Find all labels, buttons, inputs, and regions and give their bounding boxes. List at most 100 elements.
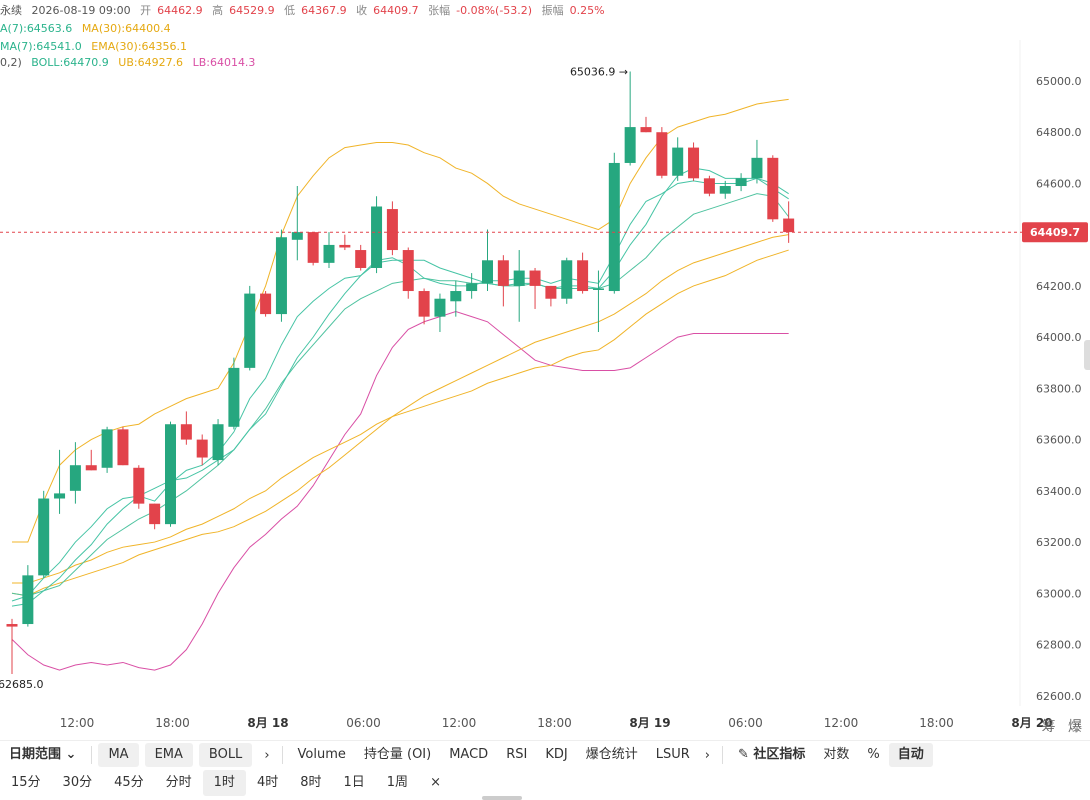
rsi-button[interactable]: RSI (506, 747, 528, 762)
y-tick-label: 64800.0 (1036, 126, 1082, 139)
amplitude-label: 振幅 (541, 4, 564, 17)
candle-body (418, 291, 430, 317)
min-price-label: 62685.0 (0, 678, 44, 691)
ema7-line (11, 177, 789, 602)
ma7-line (11, 167, 789, 607)
candle-body (592, 288, 604, 290)
x-tick-label: 8月 20 (1011, 716, 1052, 730)
candlestick-chart[interactable]: 65000.064800.064600.064400.064200.064000… (0, 0, 1090, 740)
kdj-button[interactable]: KDJ (545, 747, 568, 762)
candle-body (450, 291, 462, 302)
expand-panel-handle[interactable] (1084, 340, 1090, 370)
ma30-line (11, 234, 789, 597)
candle-body (6, 624, 18, 627)
y-tick-label: 63600.0 (1036, 434, 1082, 447)
macd-button[interactable]: MACD (449, 747, 489, 762)
chevron-right-icon[interactable]: › (264, 747, 270, 763)
percent-scale-toggle[interactable]: % (867, 747, 880, 762)
ema7-value: MA(7):64541.0 (0, 40, 82, 53)
candle-body (608, 162, 620, 292)
lsur-button[interactable]: LSUR (655, 747, 690, 762)
community-indicators-button[interactable]: ✎ 社区指标 (729, 743, 814, 767)
timeframe-1w[interactable]: 1周 (386, 775, 409, 790)
chart-area[interactable]: 65000.064800.064600.064400.064200.064000… (0, 0, 1090, 740)
candle-body (624, 127, 636, 163)
liquidation-stats-button[interactable]: 爆仓统计 (585, 747, 638, 762)
open-interest-button[interactable]: 持仓量 (OI) (363, 747, 432, 762)
ema30-line (12, 249, 789, 584)
x-tick-label: 8月 19 (629, 716, 670, 730)
candle-body (180, 424, 192, 440)
timeframe-15m[interactable]: 15分 (11, 775, 41, 790)
corner-labels[interactable]: 筹 爆 (1041, 719, 1086, 735)
volume-button[interactable]: Volume (297, 747, 346, 762)
y-tick-label: 63000.0 (1036, 587, 1082, 600)
ema-legend[interactable]: MA(7):64541.0 EMA(30):64356.1 (0, 40, 193, 53)
candle-body (751, 157, 763, 179)
timeframe-line[interactable]: 分时 (165, 775, 192, 790)
candle-body (244, 293, 256, 368)
candle-body (466, 283, 478, 292)
candle-body (656, 132, 668, 176)
y-tick-label: 62800.0 (1036, 639, 1082, 652)
candle-body (117, 429, 129, 466)
candle-body (339, 244, 351, 248)
lb-value: LB:64014.3 (192, 56, 256, 69)
current-price-tag (1022, 222, 1088, 243)
open-value: 64462.9 (157, 4, 203, 17)
chevron-right-icon[interactable]: › (704, 747, 710, 763)
change-value: -0.08%(-53.2) (456, 4, 533, 17)
boll-legend[interactable]: 0,2) BOLL:64470.9 UB:64927.6 LB:64014.3 (0, 56, 261, 69)
candle-body (101, 429, 113, 468)
x-tick-label: 12:00 (60, 716, 95, 730)
date-range-label: 日期范围 (9, 747, 62, 762)
x-tick-label: 06:00 (728, 716, 763, 730)
y-tick-label: 62600.0 (1036, 690, 1082, 703)
resize-handle[interactable] (482, 796, 522, 800)
change-label: 张幅 (428, 4, 451, 17)
ema30-value: EMA(30):64356.1 (91, 40, 188, 53)
candle-body (402, 250, 414, 292)
candle-body (165, 424, 176, 525)
ema-button[interactable]: EMA (144, 743, 193, 767)
candle-body (767, 157, 779, 220)
timeframe-4h[interactable]: 4时 (256, 775, 279, 790)
candle-body (513, 270, 525, 286)
candle-body (529, 270, 541, 286)
ma-button[interactable]: MA (98, 743, 139, 767)
low-value: 64367.9 (301, 4, 347, 17)
candle-body (69, 465, 81, 491)
low-label: 低 (284, 4, 296, 17)
candle-body (85, 465, 97, 471)
candle-body (38, 498, 50, 576)
ma-legend[interactable]: A(7):64563.6 MA(30):64400.4 (0, 22, 177, 35)
timeframe-45m[interactable]: 45分 (114, 775, 144, 790)
high-value: 64529.9 (229, 4, 275, 17)
candle-body (719, 186, 731, 194)
candle-body (577, 260, 589, 292)
candle-body (275, 237, 287, 315)
x-tick-label: 8月 18 (247, 716, 288, 730)
timeframe-1d[interactable]: 1日 (343, 775, 365, 790)
candle-body (783, 218, 795, 233)
candle-body (307, 232, 319, 263)
x-tick-label: 12:00 (824, 716, 859, 730)
indicator-toolbar: 日期范围 ⌄ MA EMA BOLL › Volume 持仓量 (OI) MAC… (0, 740, 1090, 769)
log-scale-toggle[interactable]: 对数 (823, 747, 850, 762)
candle-body (672, 147, 684, 176)
candle-body (482, 260, 493, 284)
close-icon[interactable]: × (430, 775, 441, 790)
timeframe-8h[interactable]: 8时 (300, 775, 322, 790)
candle-body (640, 127, 652, 133)
divider (281, 746, 283, 764)
candle-body (688, 147, 700, 179)
edit-icon: ✎ (737, 747, 749, 762)
date-range-button[interactable]: 日期范围 ⌄ (0, 743, 85, 767)
auto-scale-toggle[interactable]: 自动 (888, 743, 933, 767)
x-tick-label: 18:00 (537, 716, 572, 730)
y-tick-label: 63400.0 (1036, 485, 1082, 498)
timeframe-30m[interactable]: 30分 (62, 775, 93, 790)
candle-body (149, 503, 161, 525)
boll-button[interactable]: BOLL (198, 743, 253, 767)
timeframe-1h[interactable]: 1时 (202, 770, 246, 796)
